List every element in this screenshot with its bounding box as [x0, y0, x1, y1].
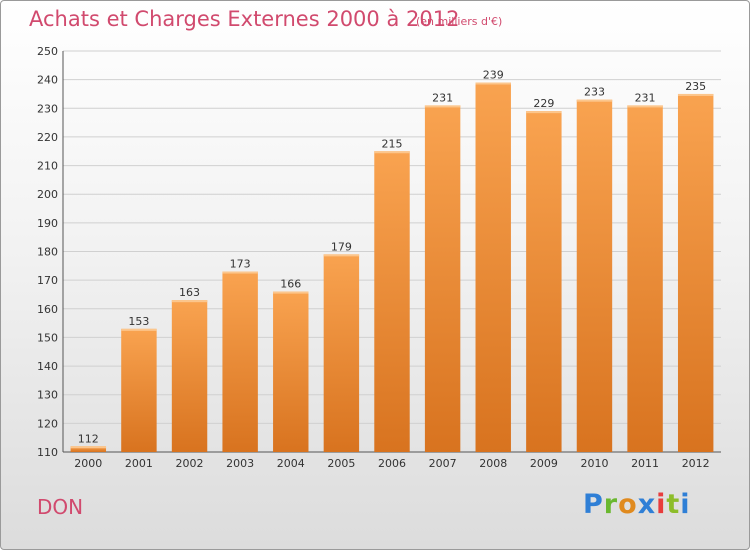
y-tick-label: 230	[37, 102, 58, 115]
bar-top-edge	[627, 105, 663, 108]
y-tick-label: 240	[37, 74, 58, 87]
x-tick-label: 2000	[74, 457, 102, 470]
data-label: 235	[685, 80, 706, 93]
y-tick-label: 120	[37, 417, 58, 430]
y-tick-label: 160	[37, 303, 58, 316]
data-label: 229	[533, 97, 554, 110]
data-label: 173	[230, 258, 251, 271]
bar-top-edge	[171, 300, 208, 303]
data-label: 163	[179, 286, 200, 299]
bar-top-edge	[576, 99, 613, 102]
y-tick-label: 110	[37, 446, 58, 459]
y-tick-label: 190	[37, 217, 58, 230]
place-name: DON	[37, 495, 84, 519]
bar	[222, 271, 258, 452]
bar	[475, 82, 511, 452]
bar-top-edge	[526, 111, 562, 114]
bar	[576, 99, 613, 452]
bar	[70, 446, 107, 452]
bar-top-edge	[424, 105, 461, 108]
data-label: 239	[483, 69, 504, 82]
bar	[526, 111, 562, 453]
x-tick-label: 2008	[479, 457, 507, 470]
bar	[627, 105, 663, 453]
y-tick-label: 210	[37, 160, 58, 173]
x-tick-label: 2002	[176, 457, 204, 470]
bar-top-edge	[677, 93, 714, 96]
data-label: 233	[584, 86, 605, 99]
x-tick-label: 2009	[530, 457, 558, 470]
x-tick-label: 2011	[631, 457, 659, 470]
data-label: 215	[382, 137, 403, 150]
bar-top-edge	[222, 271, 258, 274]
y-tick-label: 220	[37, 131, 58, 144]
y-tick-label: 200	[37, 188, 58, 201]
x-tick-label: 2010	[580, 457, 608, 470]
data-label: 153	[128, 315, 149, 328]
chart-title: Achats et Charges Externes 2000 à 2012	[29, 7, 460, 31]
bar	[374, 151, 410, 452]
bar-top-edge	[475, 82, 511, 85]
data-label: 231	[432, 91, 453, 104]
y-tick-label: 150	[37, 331, 58, 344]
bar	[323, 254, 360, 452]
data-label: 166	[280, 278, 301, 291]
x-tick-label: 2012	[682, 457, 710, 470]
bar-top-edge	[273, 291, 309, 294]
y-tick-label: 140	[37, 360, 58, 373]
bar	[121, 328, 157, 452]
label-layer: 112 2000 153 2001 163 2002 173 2003 166 2004 179 20…	[74, 69, 709, 470]
chart-unit: (en milliers d'€)	[416, 15, 503, 28]
data-label: 179	[331, 240, 352, 253]
proxiti-logo: Proxiti	[583, 489, 691, 520]
bar	[171, 300, 208, 452]
x-tick-label: 2003	[226, 457, 254, 470]
y-tick-label: 250	[37, 45, 58, 58]
data-label: 112	[78, 432, 99, 445]
bar	[424, 105, 461, 453]
x-tick-label: 2007	[429, 457, 457, 470]
y-tick-label: 170	[37, 274, 58, 287]
bar-top-edge	[70, 446, 107, 449]
data-label: 231	[635, 91, 656, 104]
bar	[677, 93, 714, 452]
bar-top-edge	[323, 254, 360, 257]
x-tick-label: 2006	[378, 457, 406, 470]
bar-top-edge	[374, 151, 410, 154]
bar	[273, 291, 309, 452]
x-tick-label: 2004	[277, 457, 305, 470]
x-tick-label: 2005	[327, 457, 355, 470]
y-tick-label: 130	[37, 389, 58, 402]
x-tick-label: 2001	[125, 457, 153, 470]
y-tick-label: 180	[37, 246, 58, 259]
bar-layer	[70, 82, 714, 453]
bar-top-edge	[121, 328, 157, 331]
